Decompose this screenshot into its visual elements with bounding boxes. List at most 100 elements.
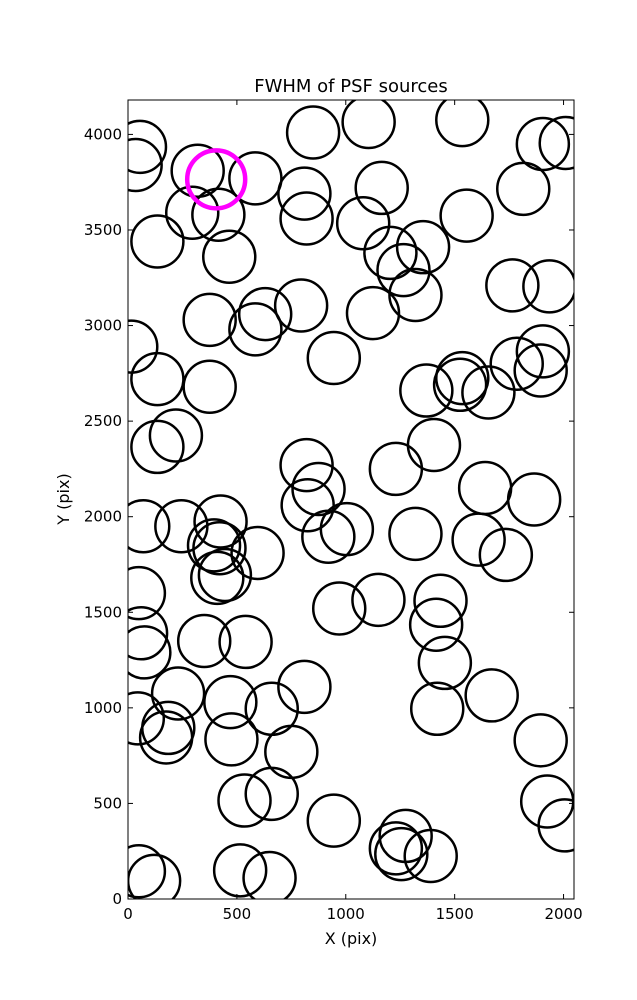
source-marker-0	[128, 119, 168, 175]
source-marker-63	[128, 565, 167, 621]
source-marker-2	[170, 143, 225, 198]
source-marker-3	[228, 151, 283, 206]
source-marker-40	[513, 343, 568, 398]
y-axis: 0 500 1000 1500 2000 2500 3000 3500 4000	[84, 125, 574, 908]
source-marker-18	[496, 161, 551, 217]
source-marker-88	[519, 774, 574, 829]
source-marker-89	[537, 798, 574, 853]
source-marker-94	[128, 844, 167, 899]
x-axis-label: X (pix)	[325, 929, 378, 948]
y-tick-label-4: 2000	[84, 508, 122, 526]
source-marker-23	[485, 258, 540, 313]
source-marker-81	[138, 710, 194, 765]
chart-title: FWHM of PSF sources	[254, 76, 448, 97]
y-tick-label-6: 3000	[84, 317, 122, 335]
source-marker-34	[399, 363, 454, 418]
source-marker-8	[285, 105, 341, 160]
y-tick-label-3: 1500	[84, 603, 122, 621]
source-marker-62	[197, 547, 253, 603]
source-marker-25	[182, 292, 237, 348]
source-marker-72	[417, 635, 473, 691]
source-marker-7	[202, 229, 257, 284]
source-marker-5	[191, 187, 246, 242]
source-marker-31	[130, 351, 185, 407]
source-marker-70	[176, 613, 232, 669]
source-marker-42	[130, 419, 185, 475]
source-marker-54	[301, 509, 356, 565]
highlighted-source-marker	[184, 148, 248, 211]
source-marker-97	[242, 850, 297, 899]
source-marker-91	[368, 821, 424, 876]
source-marker-64	[311, 581, 367, 636]
source-marker-10	[435, 100, 490, 148]
source-marker-13	[277, 166, 332, 221]
source-marker-49	[506, 472, 562, 527]
source-marker-77	[409, 681, 465, 737]
source-marker-56	[451, 512, 506, 567]
source-marker-41	[148, 408, 204, 463]
source-marker-66	[413, 573, 468, 629]
source-marker-76	[277, 659, 332, 715]
source-marker-43	[279, 437, 334, 493]
source-marker-20	[395, 219, 451, 275]
source-marker-84	[513, 713, 568, 768]
sources-layer	[128, 100, 574, 899]
source-marker-71	[218, 614, 273, 670]
source-marker-29	[345, 285, 401, 341]
source-marker-73	[150, 666, 206, 721]
source-marker-59	[192, 520, 247, 576]
source-marker-33	[306, 330, 362, 386]
source-marker-65	[351, 572, 406, 628]
source-marker-12	[538, 115, 574, 171]
source-marker-50	[128, 499, 171, 554]
source-marker-35	[432, 357, 488, 413]
x-tick-label-0: 0	[123, 905, 133, 923]
source-marker-9	[341, 100, 396, 150]
source-marker-96	[212, 843, 268, 898]
source-marker-22	[388, 267, 443, 323]
source-marker-39	[515, 324, 571, 379]
source-marker-52	[193, 494, 248, 549]
x-tick-label-2: 1000	[327, 905, 365, 923]
source-marker-55	[388, 506, 443, 562]
source-marker-46	[291, 461, 346, 517]
source-marker-1	[128, 137, 163, 193]
source-marker-4	[164, 185, 220, 241]
x-tick-label-3: 1500	[436, 905, 474, 923]
source-marker-57	[478, 527, 534, 583]
x-tick-label-1: 500	[223, 905, 252, 923]
source-marker-83	[264, 724, 319, 780]
source-marker-47	[280, 477, 335, 533]
y-tick-label-8: 4000	[84, 125, 122, 143]
source-marker-17	[439, 188, 494, 243]
x-axis: 0 500 1000 1500 2000	[123, 100, 583, 923]
source-marker-45	[406, 417, 462, 473]
source-marker-85	[244, 766, 299, 822]
source-marker-15	[354, 160, 409, 216]
y-tick-label-7: 3500	[84, 221, 122, 239]
y-tick-label-5: 2500	[84, 412, 122, 430]
source-marker-69	[128, 625, 172, 680]
source-marker-6	[130, 214, 185, 269]
source-marker-24	[522, 259, 574, 314]
source-marker-80	[141, 700, 196, 756]
source-marker-48	[457, 460, 513, 516]
source-marker-16	[335, 196, 391, 251]
source-marker-67	[408, 597, 464, 652]
source-marker-27	[237, 286, 293, 342]
y-axis-label: Y (pix)	[54, 473, 73, 525]
source-marker-82	[204, 712, 259, 767]
source-marker-38	[489, 336, 544, 392]
source-marker-44	[368, 441, 424, 497]
source-marker-93	[403, 828, 458, 884]
source-marker-37	[461, 365, 516, 420]
source-marker-58	[186, 518, 242, 573]
y-tick-label-2: 1000	[84, 699, 122, 717]
source-marker-87	[306, 793, 362, 848]
y-tick-label-0: 0	[112, 890, 122, 908]
y-tick-label-1: 500	[93, 794, 122, 812]
source-marker-61	[190, 550, 245, 606]
source-marker-79	[128, 691, 166, 746]
source-marker-32	[182, 359, 237, 414]
source-marker-28	[273, 278, 329, 333]
